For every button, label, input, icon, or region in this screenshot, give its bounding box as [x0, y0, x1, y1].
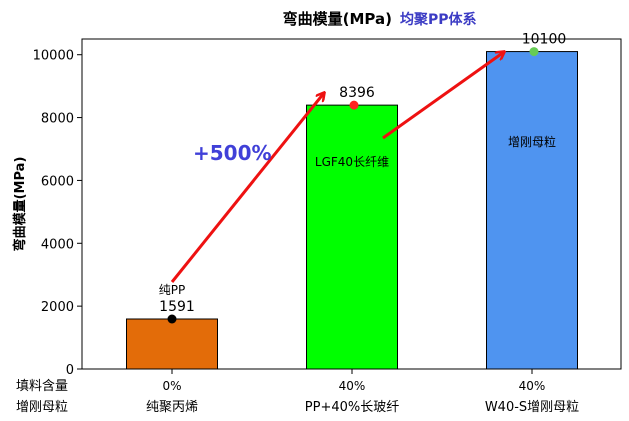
chart-subtitle: 均聚PP体系: [400, 11, 477, 28]
bar-label: 纯PP: [159, 283, 185, 297]
growth-arrow-2: [382, 52, 504, 140]
y-axis-label: 弯曲模量(MPa): [12, 157, 28, 252]
bar: [486, 51, 578, 370]
data-label: 1591: [159, 299, 195, 315]
x-category-name: W40-S增刚母粒: [485, 400, 579, 415]
chart-title: 弯曲模量(MPa): [283, 10, 392, 28]
row-header-filler: 填料含量: [16, 378, 68, 394]
growth-arrow-1: [170, 93, 324, 283]
bar: [306, 104, 398, 370]
y-tick-label: 0: [66, 363, 74, 378]
data-label: 10100: [522, 32, 567, 48]
x-category-filler: 0%: [162, 379, 181, 393]
data-label: 8396: [339, 85, 375, 101]
bar-label: 增刚母粒: [508, 134, 556, 149]
row-header-masterbatch: 增刚母粒: [16, 400, 68, 415]
data-point-marker: [529, 47, 539, 57]
increase-annotation: +500%: [193, 141, 272, 165]
data-point-marker: [349, 100, 359, 110]
y-tick-label: 2000: [41, 300, 74, 315]
x-category-name: PP+40%长玻纤: [305, 400, 399, 415]
x-category-filler: 40%: [519, 379, 546, 393]
y-tick-label: 4000: [41, 237, 74, 252]
x-category-filler: 40%: [339, 379, 366, 393]
bar: [126, 318, 218, 370]
data-point-marker: [167, 314, 177, 324]
bar-label: LGF40长纤维: [315, 155, 389, 169]
x-category-name: 纯聚丙烯: [146, 400, 198, 415]
y-tick-label: 8000: [41, 112, 74, 127]
y-tick-label: 10000: [33, 49, 74, 64]
y-tick-label: 6000: [41, 174, 74, 189]
